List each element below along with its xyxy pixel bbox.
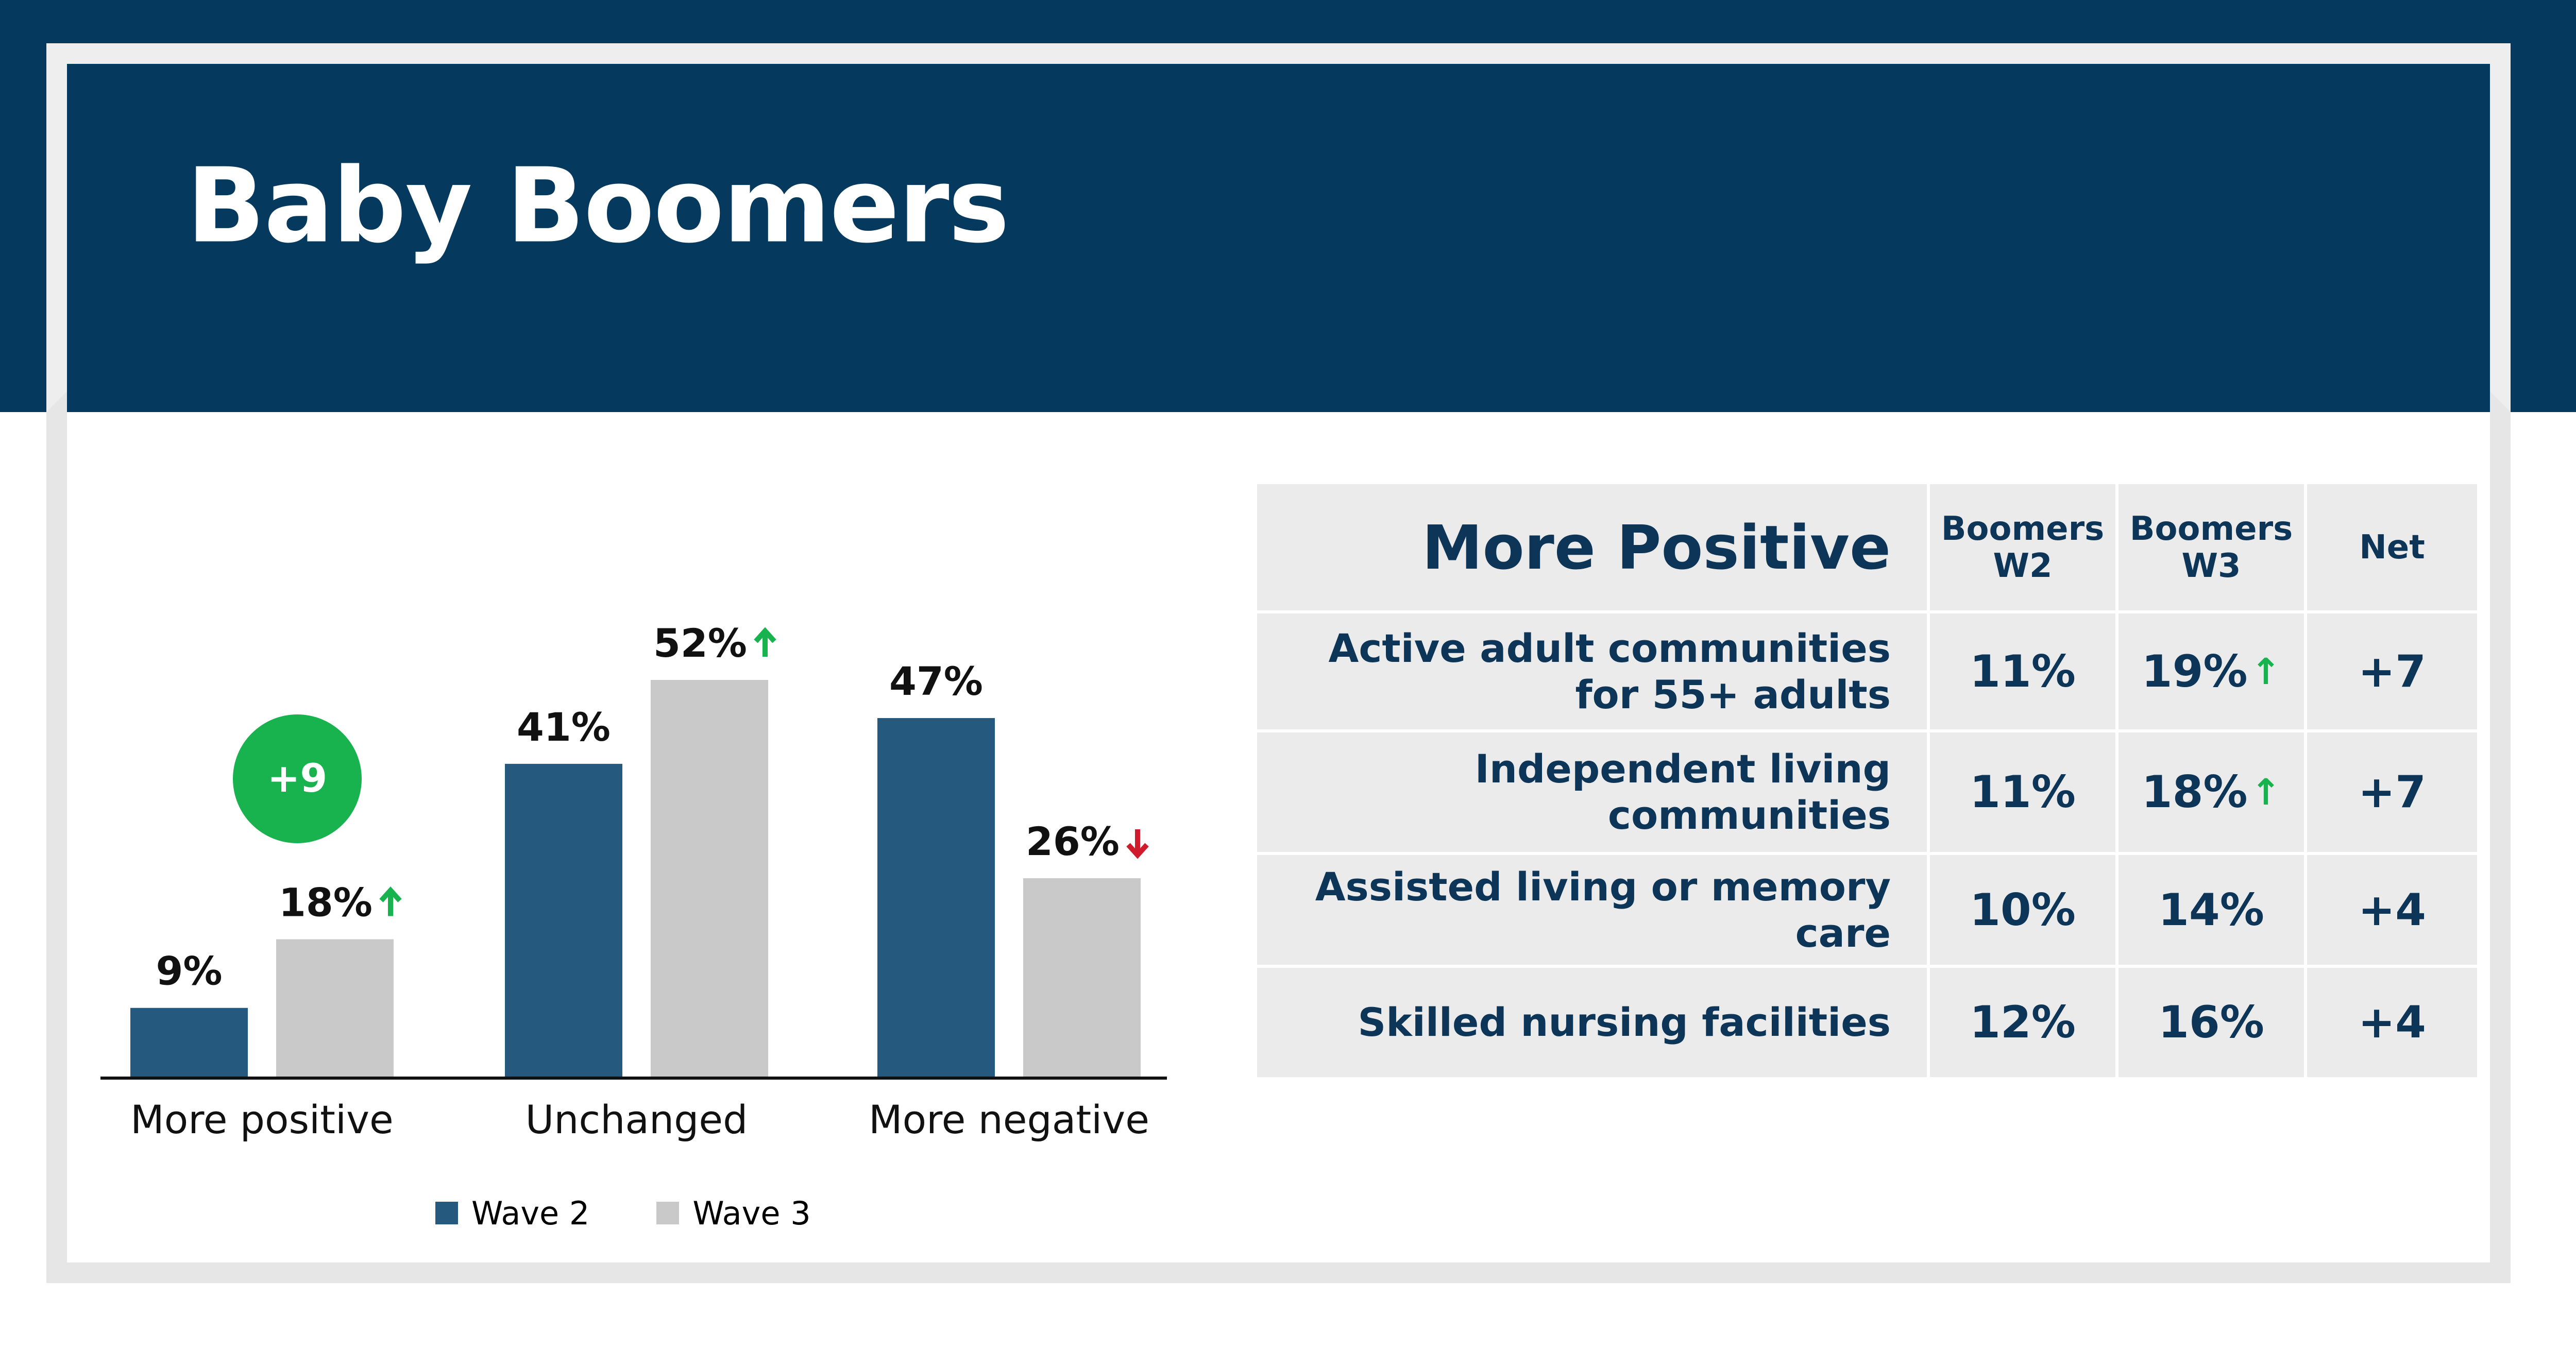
row-label: Assisted living or memory care: [1257, 855, 1927, 965]
cell-net: +7: [2307, 732, 2477, 852]
data-label: 26%: [1026, 818, 1120, 864]
legend-label-wave3: Wave 3: [692, 1194, 811, 1232]
cell-w2: 10%: [1930, 855, 2115, 965]
bar-wave3-1: [651, 680, 768, 1077]
col-header-boomers-w2: Boomers W2: [1930, 484, 2115, 610]
cell-w2: 11%: [1930, 613, 2115, 729]
cell-w3: 14%: [2119, 855, 2304, 965]
cell-w3-text: 18%: [2141, 766, 2248, 818]
data-label: 47%: [889, 658, 983, 704]
cell-w2-text: 12%: [1970, 997, 2076, 1048]
legend-label-wave2: Wave 2: [471, 1194, 590, 1232]
cell-w3: 18% ↑: [2119, 732, 2304, 852]
bar-wave2-1: [505, 763, 622, 1077]
cell-w2: 11%: [1930, 732, 2115, 852]
col-header-boomers-w3: Boomers W3: [2119, 484, 2304, 610]
cell-w2-text: 10%: [1970, 884, 2076, 936]
header-banner: [0, 0, 2576, 412]
cell-w3-text: 14%: [2158, 884, 2264, 936]
net-change-badge-label: +9: [267, 755, 328, 801]
arrow-up-icon: ↑: [2250, 650, 2281, 693]
bar-wave2-0: [130, 1008, 248, 1077]
row-label-text: Independent living communities: [1475, 746, 1891, 838]
row-label: Active adult communities for 55+ adults: [1257, 613, 1927, 729]
data-label: 41%: [517, 704, 611, 750]
table-body: Active adult communities for 55+ adults 1…: [1257, 613, 2477, 1077]
bar-wave3-2: [1023, 878, 1141, 1077]
row-label-text: Assisted living or memory care: [1315, 863, 1891, 956]
cell-w3-text: 16%: [2158, 997, 2264, 1048]
category-label: Unchanged: [526, 1097, 748, 1142]
category-label: More positive: [130, 1097, 394, 1142]
col-header-net: Net: [2307, 484, 2477, 610]
bar-wave2-2: [877, 718, 995, 1077]
table-title: More Positive: [1257, 484, 1927, 610]
cell-w3-text: 19%: [2141, 645, 2248, 697]
cell-net-text: +4: [2358, 997, 2426, 1048]
data-label: 52%: [653, 620, 747, 666]
data-label: 18%: [279, 879, 372, 925]
page-frame: [46, 43, 2511, 1283]
bar-chart: 9% 18% More positive 41% 52% Unchanged 47% 26% M…: [0, 412, 1236, 1288]
arrow-down-icon: [1126, 829, 1149, 859]
cell-w2-text: 11%: [1970, 645, 2076, 697]
table-header-row: More Positive Boomers W2 Boomers W3 Net: [1257, 484, 2477, 610]
row-label-text: Active adult communities for 55+ adults: [1328, 625, 1891, 718]
row-label: Skilled nursing facilities: [1257, 968, 1927, 1077]
cell-net-text: +4: [2358, 884, 2426, 936]
bar-chart-svg: 9% 18% More positive 41% 52% Unchanged 47% 26% M…: [100, 620, 1167, 1142]
cell-w2: 12%: [1930, 968, 2115, 1077]
cell-net: +4: [2307, 968, 2477, 1077]
cell-net-text: +7: [2358, 645, 2426, 697]
cell-net: +7: [2307, 613, 2477, 729]
cell-w3: 16%: [2119, 968, 2304, 1077]
arrow-up-icon: ↑: [2250, 771, 2281, 813]
chart-legend: Wave 2 Wave 3: [435, 1194, 811, 1232]
page-title: Baby Boomers: [187, 146, 1010, 266]
bar-wave3-0: [276, 939, 394, 1077]
row-label: Independent living communities: [1257, 732, 1927, 852]
net-change-badge: [233, 714, 362, 843]
more-positive-table: More Positive Boomers W2 Boomers W3 Net …: [1257, 484, 2477, 1079]
table-row: Assisted living or memory care 10% 14% +4: [1257, 855, 2477, 965]
table-row: Independent living communities 11% 18% ↑ +7: [1257, 732, 2477, 852]
category-label: More negative: [869, 1097, 1149, 1142]
arrow-up-icon: [754, 627, 776, 657]
page-frame-top: [46, 43, 2511, 412]
table-row: Skilled nursing facilities 12% 16% +4: [1257, 968, 2477, 1077]
cell-net: +4: [2307, 855, 2477, 965]
legend-swatch-wave2: [435, 1202, 458, 1224]
legend-swatch-wave3: [656, 1202, 680, 1224]
arrow-up-icon: [379, 886, 402, 916]
cell-w3: 19% ↑: [2119, 613, 2304, 729]
legend-item-wave2: Wave 2: [435, 1195, 589, 1232]
data-label: 9%: [156, 948, 222, 994]
cell-w2-text: 11%: [1970, 766, 2076, 818]
cell-net-text: +7: [2358, 766, 2426, 818]
row-label-text: Skilled nursing facilities: [1358, 999, 1891, 1045]
table-row: Active adult communities for 55+ adults 1…: [1257, 613, 2477, 729]
legend-item-wave3: Wave 3: [656, 1194, 811, 1232]
